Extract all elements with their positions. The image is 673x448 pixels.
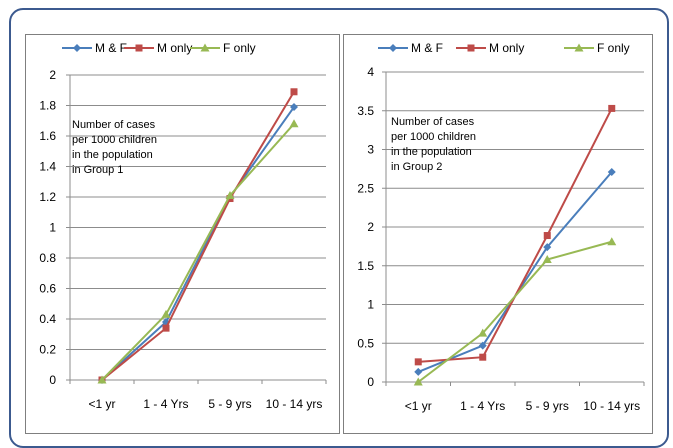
legend-label-f-only: F only — [223, 41, 256, 55]
x-tick-label: 5 - 9 yrs — [526, 399, 569, 413]
y-tick-label: 1.8 — [39, 99, 56, 113]
y-tick-label: 0 — [367, 375, 374, 389]
data-point-f-only — [413, 377, 423, 386]
legend-label-m-only: M only — [489, 41, 524, 55]
data-point-m-f — [290, 103, 298, 112]
x-tick-label: 10 - 14 yrs — [266, 397, 323, 411]
legend-marker-f-only — [200, 43, 210, 52]
data-point-m-f — [543, 243, 552, 252]
x-tick-label: 1 - 4 Yrs — [460, 399, 505, 413]
y-tick-label: 2 — [367, 220, 374, 234]
annotation-line: in the population — [72, 149, 153, 161]
legend-marker-m-only — [467, 44, 475, 52]
annotation-line: in the population — [391, 146, 472, 158]
chart-panel-group-2: 0 0.5 1 1.5 2 2.5 3 3.5 4 <1 yr 1 - 4 Yrs 5 - 9 yrs… — [343, 34, 653, 434]
data-point-f-only — [542, 255, 552, 264]
y-tick-label: 2.5 — [357, 181, 374, 195]
series-line-m-f — [101, 106, 295, 381]
data-point-m-only — [479, 353, 487, 361]
data-point-f-only — [289, 119, 299, 128]
annotation-line: Number of cases — [72, 119, 156, 131]
data-point-f-only — [607, 237, 617, 246]
y-tick-label: 3.5 — [357, 104, 374, 118]
y-tick-label: 0 — [49, 373, 56, 387]
data-point-f-only — [161, 309, 171, 318]
data-point-m-only — [543, 232, 551, 240]
data-point-f-only — [478, 328, 488, 337]
series-line-m-f — [417, 171, 613, 373]
y-tick-label: 1.2 — [39, 190, 56, 204]
y-tick-label: 0.2 — [39, 343, 56, 357]
x-tick-label: 10 - 14 yrs — [583, 399, 640, 413]
data-point-m-only — [162, 324, 170, 332]
chart-group-2: 0 0.5 1 1.5 2 2.5 3 3.5 4 <1 yr 1 - 4 Yrs 5 - 9 yrs… — [357, 41, 645, 413]
y-tick-label: 1 — [367, 298, 374, 312]
legend-marker-m-only — [135, 44, 143, 52]
x-tick-label: 1 - 4 Yrs — [143, 397, 188, 411]
y-tick-label: 1.4 — [39, 160, 56, 174]
y-tick-label: 3 — [367, 143, 374, 157]
data-point-m-only — [414, 358, 422, 366]
legend-marker-f-only — [574, 43, 584, 52]
y-tick-label: 0.8 — [39, 251, 56, 265]
annotation-line: in Group 2 — [391, 161, 442, 173]
annotation-line: per 1000 children — [72, 134, 157, 146]
y-tick-label: 1.6 — [39, 129, 56, 143]
series-line-f-only — [417, 240, 613, 383]
y-tick-label: 0.4 — [39, 312, 56, 326]
y-tick-label: 1 — [49, 221, 56, 235]
data-point-f-only — [97, 375, 107, 384]
data-point-m-f — [607, 167, 616, 176]
legend-label-m-only: M only — [157, 41, 192, 55]
y-tick-label: 1.5 — [357, 259, 374, 273]
x-tick-label: <1 yr — [88, 397, 115, 411]
data-point-m-f — [414, 367, 423, 376]
y-tick-label: 0.5 — [357, 336, 374, 350]
data-point-m-f — [478, 341, 487, 350]
x-tick-label: 5 - 9 yrs — [208, 397, 251, 411]
y-tick-label: 4 — [367, 65, 374, 79]
legend-label-m-f: M & F — [95, 41, 127, 55]
legend-label-m-f: M & F — [411, 41, 443, 55]
data-point-f-only — [225, 190, 235, 199]
legend-marker-m-f — [389, 44, 397, 52]
chart-group-1: 0 0.2 0.4 0.6 0.8 1 1.2 1.4 1.6 1.8 2 <1 yr 1 - 4 Yr… — [39, 41, 327, 411]
series-line-f-only — [101, 123, 295, 381]
annotation-line: Number of cases — [391, 116, 475, 128]
x-tick-label: <1 yr — [405, 399, 432, 413]
data-point-m-only — [290, 88, 298, 96]
chart-panel-group-1: 0 0.2 0.4 0.6 0.8 1 1.2 1.4 1.6 1.8 2 <1 yr 1 - 4 Yr… — [25, 34, 340, 434]
data-point-m-only — [608, 104, 616, 112]
legend-label-f-only: F only — [597, 41, 630, 55]
y-tick-label: 0.6 — [39, 282, 56, 296]
annotation-line: per 1000 children — [391, 131, 476, 143]
y-tick-label: 2 — [49, 68, 56, 82]
legend-marker-m-f — [73, 44, 81, 52]
series-line-m-only — [101, 91, 295, 381]
annotation-line: in Group 1 — [72, 164, 123, 176]
